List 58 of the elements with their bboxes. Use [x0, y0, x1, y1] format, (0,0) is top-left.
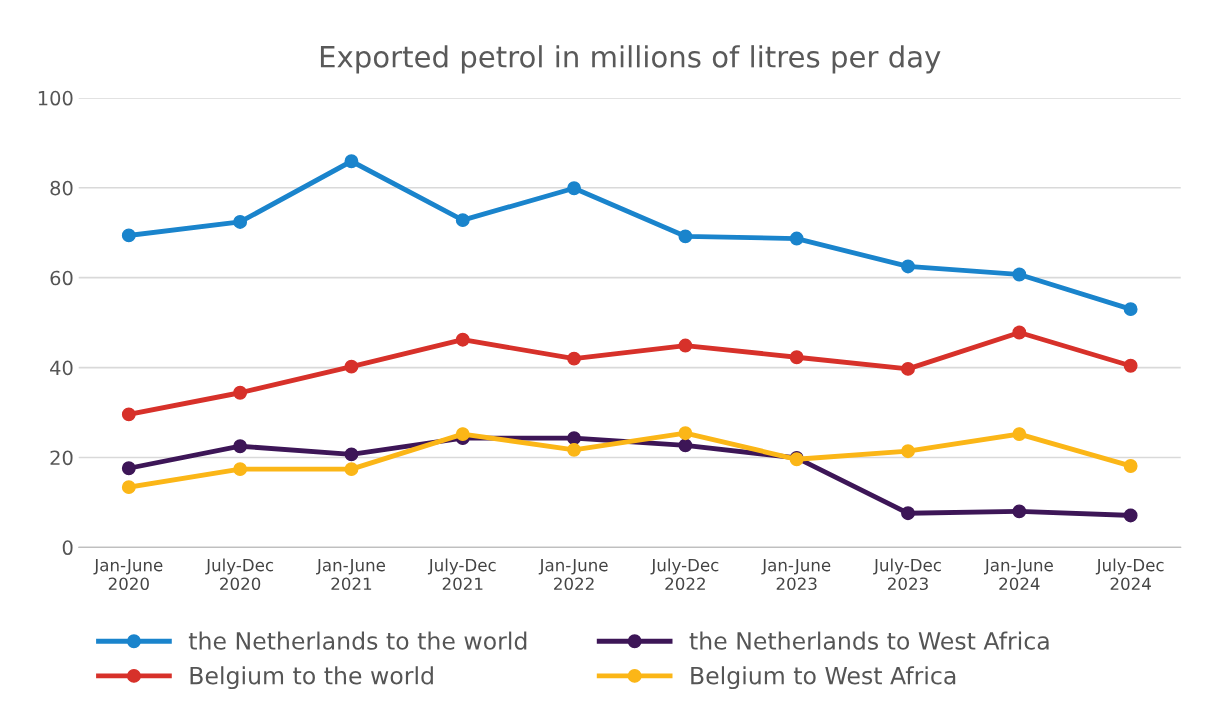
point [1123, 358, 1138, 373]
point [233, 462, 248, 477]
y-tick-label: 20 [50, 450, 73, 466]
point [455, 332, 470, 347]
y-tick-label: 100 [38, 90, 73, 106]
point [678, 426, 693, 441]
y-tick-label: 40 [50, 360, 73, 376]
x-tick-label: Jan-June 2024 [983, 559, 1053, 591]
x-tick-label: July-Dec 2024 [1095, 558, 1164, 591]
legend-label: the Netherlands to the world [188, 631, 527, 650]
y-tick-label: 60 [50, 270, 73, 286]
point [901, 259, 915, 274]
point [121, 480, 136, 495]
point [678, 338, 693, 353]
point [344, 359, 359, 374]
x-tick-label: Jan-June 2021 [316, 559, 386, 591]
point [789, 231, 804, 246]
x-tick-label: Jan-June 2022 [538, 559, 608, 591]
point [455, 427, 470, 442]
point [567, 442, 582, 457]
point [1012, 427, 1027, 442]
y-tick-label: 0 [62, 540, 73, 556]
point [1012, 267, 1027, 282]
point [1123, 508, 1138, 523]
point [678, 229, 693, 244]
point [1123, 459, 1138, 473]
point [567, 351, 582, 366]
point [344, 462, 359, 477]
point [121, 407, 136, 422]
x-tick-label: Jan-June 2020 [93, 559, 163, 591]
point [901, 444, 915, 459]
point [789, 350, 804, 365]
point [1123, 302, 1138, 317]
point [233, 439, 248, 454]
point [901, 361, 915, 376]
x-tick-label: July-Dec 2022 [650, 558, 719, 591]
y-tick-label: 80 [50, 180, 73, 196]
point [344, 154, 359, 169]
point [678, 438, 693, 453]
point [233, 385, 248, 400]
point [567, 181, 582, 196]
point [344, 447, 359, 462]
point [121, 461, 136, 476]
point [1012, 325, 1027, 340]
chart-title: Exported petrol in millions of litres per day [320, 45, 941, 74]
legend-label: Belgium to West Africa [691, 666, 956, 690]
point [1012, 504, 1027, 519]
point [233, 214, 248, 229]
point [567, 431, 582, 446]
x-tick-label: July-Dec 2021 [427, 558, 496, 591]
x-tick-label: July-Dec 2023 [873, 558, 941, 591]
point [121, 228, 136, 243]
point [455, 213, 470, 228]
legend-label: the Netherlands to West Africa [689, 631, 1049, 650]
point [901, 506, 915, 521]
x-tick-label: July-Dec 2020 [205, 558, 274, 591]
x-tick-label: Jan-June 2023 [761, 559, 831, 591]
legend-label: Belgium to the world [190, 666, 433, 690]
